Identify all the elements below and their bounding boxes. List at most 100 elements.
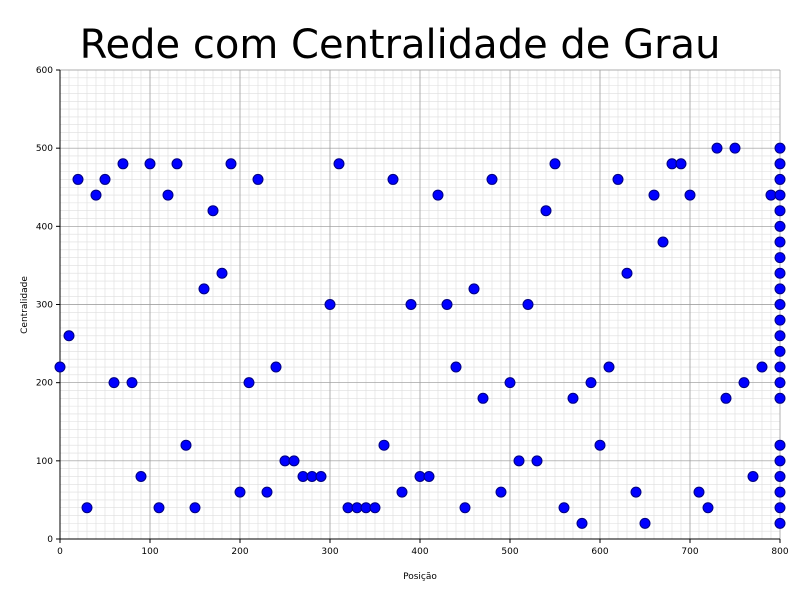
data-point — [72, 173, 84, 185]
data-point — [774, 283, 786, 295]
y-tick-label: 500 — [36, 144, 53, 154]
y-tick-label: 200 — [36, 379, 53, 389]
data-point — [612, 173, 624, 185]
x-axis-label: Posição — [403, 572, 437, 582]
data-point — [225, 158, 237, 170]
data-point — [774, 439, 786, 451]
data-point — [144, 158, 156, 170]
data-point — [324, 299, 336, 310]
data-point — [441, 299, 453, 310]
data-point — [639, 517, 651, 529]
data-point — [774, 267, 786, 279]
data-point — [774, 517, 786, 529]
data-point — [315, 470, 327, 482]
data-points — [54, 142, 786, 529]
data-point — [711, 142, 723, 154]
x-tick-label: 100 — [141, 547, 158, 557]
data-point — [567, 392, 579, 404]
data-point — [756, 361, 768, 373]
data-point — [162, 189, 174, 201]
data-point — [729, 142, 741, 154]
x-tick-label: 0 — [57, 547, 63, 557]
data-point — [738, 377, 750, 389]
data-point — [720, 392, 732, 404]
data-point — [432, 189, 444, 201]
data-point — [774, 361, 786, 373]
data-point — [171, 158, 183, 170]
data-point — [549, 158, 561, 170]
y-axis-label: Centralidade — [20, 276, 30, 334]
data-point — [693, 486, 705, 498]
chart-title: Rede com Centralidade de Grau — [80, 22, 721, 68]
data-point — [270, 361, 282, 373]
x-tick-label: 300 — [321, 547, 338, 557]
data-point — [522, 299, 534, 310]
data-point — [198, 283, 210, 295]
data-point — [288, 455, 300, 467]
data-point — [702, 502, 714, 514]
data-point — [207, 205, 219, 217]
data-point — [189, 502, 201, 514]
data-point — [774, 142, 786, 154]
data-point — [117, 158, 129, 170]
data-point — [369, 502, 381, 514]
data-point — [333, 158, 345, 170]
data-point — [558, 502, 570, 514]
data-point — [774, 236, 786, 248]
data-point — [180, 439, 192, 451]
data-point — [81, 502, 93, 514]
data-point — [468, 283, 480, 295]
data-point — [459, 502, 471, 514]
x-tick-label: 200 — [231, 547, 248, 557]
data-point — [135, 470, 147, 482]
data-point — [747, 470, 759, 482]
data-point — [774, 299, 786, 310]
data-point — [648, 189, 660, 201]
data-point — [90, 189, 102, 201]
data-point — [774, 345, 786, 357]
y-tick-label: 300 — [36, 301, 53, 311]
x-tick-label: 500 — [501, 547, 518, 557]
data-point — [387, 173, 399, 185]
x-tick-label: 700 — [681, 547, 698, 557]
data-point — [234, 486, 246, 498]
data-point — [450, 361, 462, 373]
x-tick-label: 800 — [771, 547, 788, 557]
data-point — [774, 205, 786, 217]
data-point — [261, 486, 273, 498]
data-point — [774, 470, 786, 482]
data-point — [423, 470, 435, 482]
data-point — [594, 439, 606, 451]
data-point — [216, 267, 228, 279]
data-point — [63, 330, 75, 342]
y-tick-label: 0 — [47, 535, 53, 545]
data-point — [774, 330, 786, 342]
data-point — [657, 236, 669, 248]
data-point — [495, 486, 507, 498]
data-point — [504, 377, 516, 389]
y-tick-label: 600 — [36, 66, 53, 76]
data-point — [630, 486, 642, 498]
data-point — [684, 189, 696, 201]
data-point — [486, 173, 498, 185]
data-point — [774, 158, 786, 170]
data-point — [774, 189, 786, 201]
data-point — [243, 377, 255, 389]
data-point — [621, 267, 633, 279]
data-point — [774, 392, 786, 404]
data-point — [99, 173, 111, 185]
data-point — [531, 455, 543, 467]
data-point — [405, 299, 417, 310]
data-point — [774, 252, 786, 264]
data-point — [774, 502, 786, 514]
data-point — [378, 439, 390, 451]
data-point — [774, 486, 786, 498]
data-point — [396, 486, 408, 498]
data-point — [774, 173, 786, 185]
data-point — [513, 455, 525, 467]
data-point — [774, 314, 786, 326]
data-point — [774, 377, 786, 389]
data-point — [774, 455, 786, 467]
x-tick-label: 400 — [411, 547, 428, 557]
